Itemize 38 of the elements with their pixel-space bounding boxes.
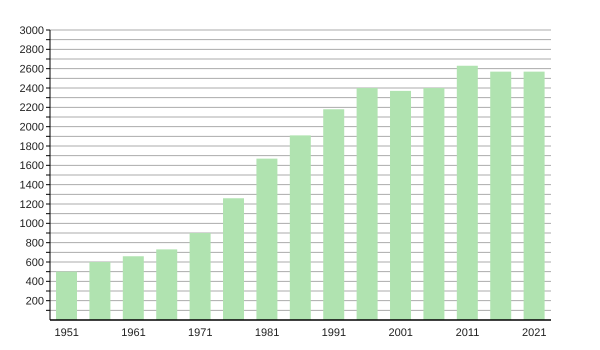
bar (89, 262, 110, 320)
bar (524, 72, 545, 320)
y-tick-label: 2000 (20, 122, 44, 134)
bar (256, 158, 278, 320)
bar (56, 272, 78, 320)
x-tick-label: 1951 (54, 326, 79, 339)
x-tick-label: 1971 (188, 326, 213, 339)
y-tick-label: 2800 (20, 44, 44, 56)
y-tick-label: 600 (26, 256, 44, 269)
x-tick-label: 2011 (456, 326, 480, 339)
y-tick-label: 2600 (20, 64, 44, 76)
bar (490, 72, 512, 320)
y-tick-label: 2200 (20, 102, 44, 114)
y-tick-label: 1600 (20, 160, 44, 172)
bar (290, 135, 311, 320)
x-tick-label: 1981 (254, 326, 280, 339)
y-tick-label: 1000 (20, 218, 44, 230)
x-tick-label: 1991 (322, 326, 346, 339)
y-tick-label: 1400 (20, 180, 44, 192)
bar (122, 256, 144, 320)
bar (423, 88, 444, 320)
bar (190, 233, 211, 320)
x-tick-label: 2001 (388, 326, 413, 339)
bar (156, 249, 178, 320)
bar (323, 109, 344, 320)
bar (456, 66, 478, 320)
y-tick-label: 400 (26, 276, 44, 288)
y-tick-label: 800 (26, 238, 44, 250)
y-tick-label: 3000 (20, 24, 44, 37)
bar (356, 88, 378, 320)
bar (390, 90, 412, 320)
y-tick-label: 200 (26, 296, 44, 308)
y-tick-label: 1200 (20, 198, 44, 211)
bar (223, 198, 244, 320)
y-tick-label: 1800 (20, 140, 44, 153)
x-tick-label: 1961 (121, 326, 146, 339)
y-tick-label: 2400 (20, 82, 44, 95)
x-tick-label: 2021 (522, 326, 547, 339)
